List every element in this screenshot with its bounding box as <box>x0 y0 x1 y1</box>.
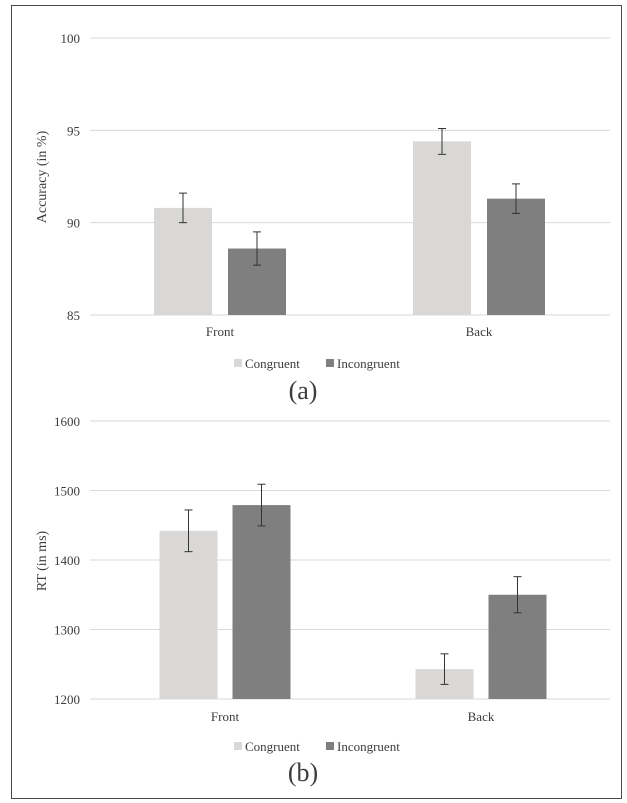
legend-label: Incongruent <box>337 739 400 754</box>
y-tick-label: 1400 <box>54 553 80 568</box>
y-tick-label: 100 <box>61 31 81 46</box>
bar-incongruent-back <box>487 198 545 315</box>
x-tick-label: Front <box>206 324 235 339</box>
y-axis-label-a: Accuracy (in %) <box>35 130 50 223</box>
y-axis-label-b: RT (in ms) <box>35 530 50 591</box>
error-bar <box>513 576 522 614</box>
y-tick-label: 85 <box>67 308 80 323</box>
error-bar <box>184 509 193 553</box>
chart-panel-b: RT (in ms) 1200 1300 1400 1500 1600 Front Back… <box>35 414 610 787</box>
bar-congruent-front <box>154 207 212 315</box>
x-tick-label: Back <box>468 709 495 724</box>
panel-label-b: (b) <box>288 758 318 787</box>
bar-congruent-back <box>413 141 471 315</box>
y-tick-label: 1200 <box>54 692 80 707</box>
y-tick-label: 95 <box>67 123 80 138</box>
bar-incongruent-front <box>232 505 291 699</box>
legend-swatch <box>234 742 242 750</box>
y-tick-label: 90 <box>67 216 80 231</box>
legend-swatch <box>326 742 334 750</box>
x-tick-label: Back <box>466 324 493 339</box>
legend-swatch <box>326 359 334 367</box>
y-tick-label: 1500 <box>54 484 80 499</box>
legend-label: Congruent <box>245 356 300 371</box>
error-bar <box>179 192 187 224</box>
error-bar <box>257 483 266 527</box>
panel-label-a: (a) <box>289 376 318 405</box>
legend-b: Congruent Incongruent <box>234 739 400 754</box>
legend-label: Congruent <box>245 739 300 754</box>
y-tick-label: 1300 <box>54 623 80 638</box>
y-tick-label: 1600 <box>54 414 80 429</box>
legend-swatch <box>234 359 242 367</box>
legend-a: Congruent Incongruent <box>234 356 400 371</box>
legend-label: Incongruent <box>337 356 400 371</box>
error-bar <box>440 653 449 685</box>
x-tick-label: Front <box>211 709 240 724</box>
error-bar <box>253 231 261 266</box>
error-bar <box>512 183 520 214</box>
error-bar <box>438 127 446 155</box>
figure-frame <box>11 5 622 799</box>
bar-congruent-front <box>159 530 218 699</box>
chart-panel-a: Accuracy (in %) 85 90 95 100 Front Back Congr… <box>35 31 610 405</box>
